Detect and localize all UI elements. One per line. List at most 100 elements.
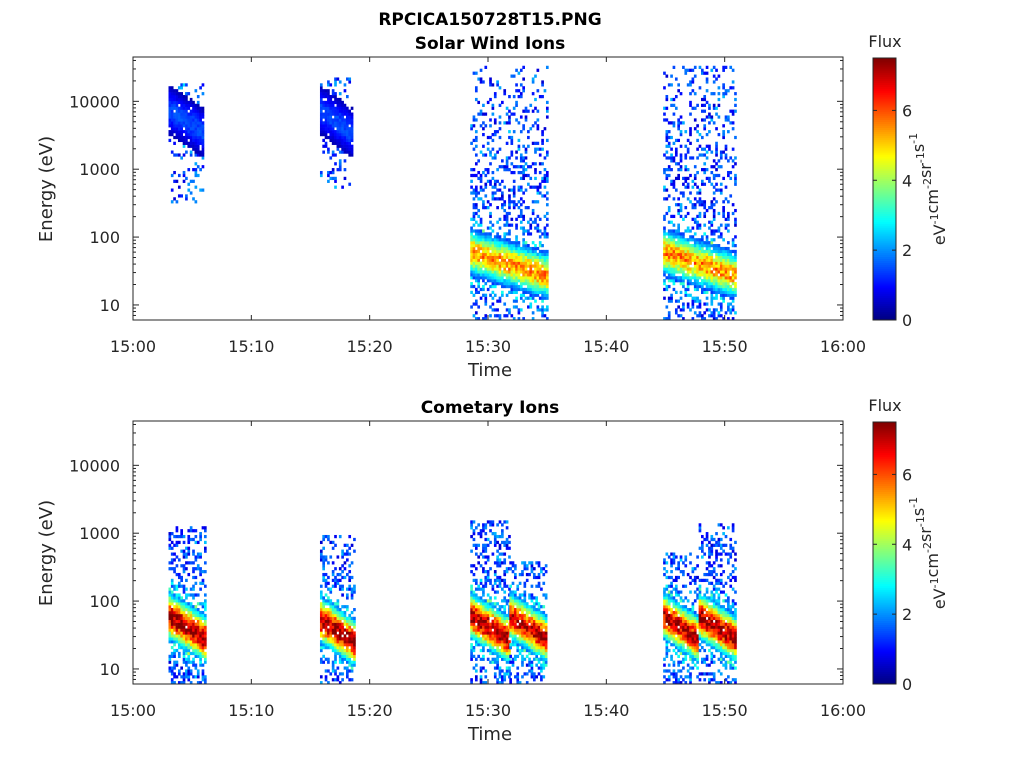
- spectrogram-cell: [180, 115, 183, 119]
- spectrogram-cell: [343, 176, 347, 181]
- spectrogram-cell: [727, 273, 730, 277]
- spectrogram-cell: [515, 241, 518, 245]
- spectrogram-cell: [474, 602, 478, 606]
- spectrogram-cell: [519, 165, 523, 169]
- spectrogram-cell: [665, 261, 669, 265]
- spectrogram-cell: [536, 252, 540, 257]
- spectrogram-cell: [201, 651, 205, 656]
- spectrogram-cell: [496, 261, 499, 265]
- spectrogram-cell: [346, 77, 349, 81]
- spectrogram-cell: [331, 570, 335, 574]
- spectrogram-cell: [665, 317, 669, 321]
- spectrogram-cell: [719, 296, 723, 300]
- spectrogram-cell: [498, 182, 502, 186]
- spectrogram-cell: [665, 249, 669, 254]
- spectrogram-cell: [336, 610, 340, 615]
- spectrogram-cell: [529, 293, 533, 297]
- spectrogram-cell: [175, 564, 179, 568]
- spectrogram-cell: [518, 631, 522, 635]
- spectrogram-cell: [734, 135, 737, 140]
- spectrogram-cell: [175, 675, 179, 679]
- spectrogram-cell: [189, 643, 193, 647]
- spectrogram-cell: [530, 584, 534, 588]
- spectrogram-cell: [479, 529, 483, 533]
- spectrogram-cell: [672, 669, 676, 673]
- spectrogram-cell: [698, 223, 702, 227]
- spectrogram-cell: [324, 94, 328, 99]
- spectrogram-cell: [175, 605, 179, 609]
- spectrogram-cell: [470, 534, 473, 539]
- spectrogram-cell: [472, 637, 476, 641]
- spectrogram-cell: [531, 185, 535, 189]
- spectrogram-cell: [532, 631, 536, 635]
- spectrogram-cells: [168, 520, 737, 685]
- spectrogram-cell: [521, 593, 524, 597]
- spectrogram-cell: [196, 112, 200, 116]
- spectrogram-cell: [501, 534, 504, 539]
- spectrogram-cell: [185, 622, 188, 626]
- spectrogram-cell: [503, 672, 507, 676]
- spectrogram-cell: [511, 640, 515, 644]
- spectrogram-cell: [505, 634, 509, 638]
- spectrogram-cell: [192, 529, 195, 533]
- spectrogram-cell: [667, 622, 671, 626]
- spectrogram-cell: [182, 118, 186, 122]
- spectrogram-cell: [537, 581, 541, 585]
- spectrogram-cell: [350, 678, 354, 682]
- spectrogram-cell: [498, 619, 502, 623]
- spectrogram-cell: [717, 115, 721, 119]
- spectrogram-cell: [724, 261, 728, 265]
- spectrogram-cell: [173, 558, 176, 562]
- spectrogram-cell: [731, 80, 735, 84]
- spectrogram-cell: [522, 217, 525, 221]
- spectrogram-cell: [691, 305, 695, 309]
- spectrogram-cell: [524, 287, 528, 292]
- spectrogram-cell: [170, 115, 174, 119]
- spectrogram-cell: [196, 540, 200, 545]
- spectrogram-cell: [510, 287, 514, 292]
- spectrogram-cell: [489, 651, 492, 656]
- spectrogram-cell: [201, 138, 205, 143]
- spectrogram-cell: [521, 628, 524, 632]
- spectrogram-cell: [701, 255, 704, 259]
- spectrogram-cell: [715, 270, 718, 274]
- spectrogram-cell: [177, 643, 181, 647]
- spectrogram-cell: [534, 244, 537, 248]
- spectrogram-cell: [199, 572, 202, 577]
- spectrogram-cell: [343, 605, 347, 609]
- spectrogram-cell: [729, 293, 733, 297]
- spectrogram-cell: [177, 185, 181, 189]
- colorbar-swatch: [873, 119, 896, 122]
- spectrogram-cell: [665, 252, 669, 257]
- spectrogram-cell: [474, 578, 478, 583]
- spectrogram-cell: [182, 616, 186, 621]
- spectrogram-cell: [503, 273, 507, 277]
- spectrogram-cell: [484, 264, 488, 268]
- spectrogram-cell: [498, 226, 502, 230]
- spectrogram-cell: [529, 267, 533, 271]
- spectrogram-cell: [173, 596, 176, 600]
- spectrogram-cell: [496, 619, 499, 623]
- spectrogram-cell: [204, 602, 207, 606]
- spectrogram-cell: [322, 534, 325, 539]
- colorbar-swatch: [873, 225, 896, 229]
- spectrogram-cell: [182, 637, 186, 641]
- spectrogram-cell: [329, 619, 333, 623]
- spectrogram-cell: [532, 651, 536, 656]
- spectrogram-cell: [670, 179, 673, 183]
- solar-wind-plot-area: 15:00 15:10 15:20 15:30 15:40 15:50 16:0010100…: [69, 56, 866, 356]
- spectrogram-cell: [493, 282, 497, 286]
- spectrogram-cell: [324, 127, 328, 131]
- spectrogram-cell: [518, 648, 522, 653]
- spectrogram-cell: [691, 106, 695, 110]
- spectrogram-cell: [331, 584, 335, 588]
- spectrogram-cell: [484, 282, 488, 286]
- spectrogram-cell: [180, 628, 183, 632]
- spectrogram-cell: [187, 549, 191, 553]
- spectrogram-cell: [491, 238, 495, 242]
- spectrogram-cell: [708, 220, 711, 224]
- spectrogram-cell: [185, 646, 188, 650]
- spectrogram-cell: [727, 258, 730, 262]
- spectrogram-cell: [679, 159, 683, 163]
- spectrogram-cell: [667, 605, 671, 609]
